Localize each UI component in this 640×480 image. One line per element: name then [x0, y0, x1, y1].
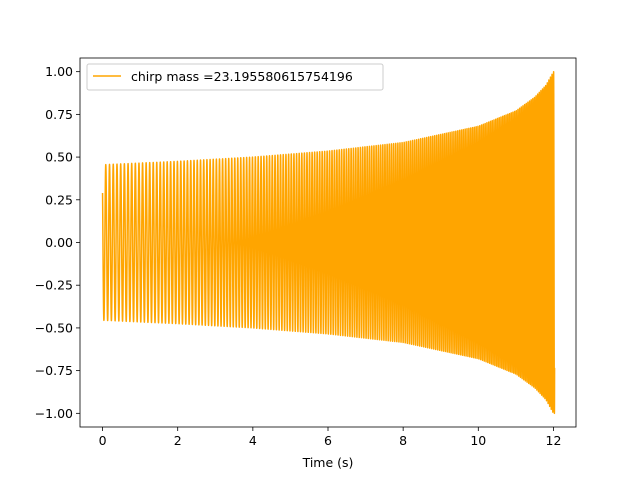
y-tick-label: −0.25: [35, 278, 73, 293]
x-tick-label: 6: [324, 433, 332, 448]
y-tick-label: 0.75: [45, 107, 73, 122]
y-tick-label: −0.50: [35, 320, 73, 335]
legend-box: [86, 63, 384, 91]
plot-frame: [79, 57, 577, 428]
series-line-chirp: [101, 70, 556, 415]
x-axis-ticks: 0 2 4 6 8 10 12: [99, 427, 562, 448]
x-tick-label: 8: [399, 433, 407, 448]
y-tick-label: −0.75: [35, 363, 73, 378]
y-tick-label: 0.25: [45, 192, 73, 207]
series-layer: [101, 70, 556, 415]
y-tick-label: 1.00: [45, 64, 73, 79]
y-axis-ticks: −1.00 −0.75 −0.50 −0.25 0.00 0.25 0.50 0.75 1.00: [35, 64, 80, 421]
y-tick-label: 0.50: [45, 150, 73, 165]
x-tick-label: 4: [249, 433, 257, 448]
x-tick-label: 10: [470, 433, 486, 448]
x-tick-label: 12: [546, 433, 562, 448]
legend: chirp mass =23.195580615754196: [86, 63, 384, 91]
x-tick-label: 0: [99, 433, 107, 448]
legend-label: chirp mass =23.195580615754196: [131, 69, 353, 84]
y-tick-label: −1.00: [35, 406, 73, 421]
y-tick-label: 0.00: [45, 235, 73, 250]
x-tick-label: 2: [174, 433, 182, 448]
x-axis-label: Time (s): [302, 455, 354, 470]
